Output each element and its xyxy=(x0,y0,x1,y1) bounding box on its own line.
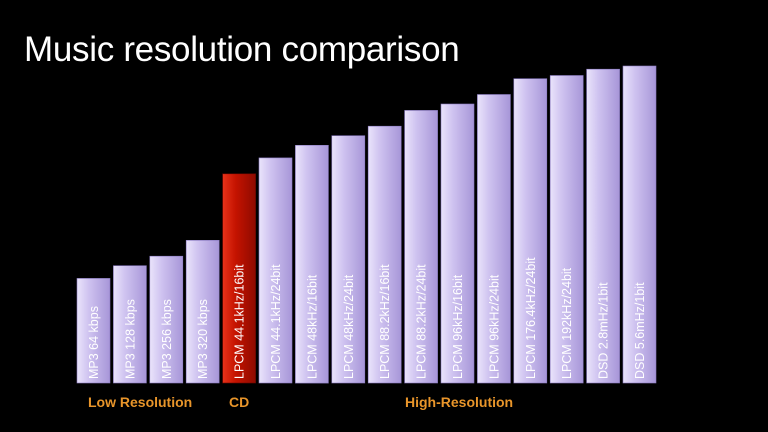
bar-label: LPCM 48kHz/24bit xyxy=(342,274,356,379)
bar-lpcm-44-1khz-16bit xyxy=(222,173,256,384)
group-label-high-resolution: High-Resolution xyxy=(405,394,514,410)
group-label-low-resolution: Low Resolution xyxy=(88,394,193,410)
bar-lpcm-96khz-24bit xyxy=(477,94,511,384)
bar-label: DSD 2.8mHz/1bit xyxy=(597,282,611,379)
bar-label: MP3 320 kbps xyxy=(196,299,210,379)
bar-label: LPCM 88.2kHz/16bit xyxy=(378,264,392,379)
bar-label: LPCM 48kHz/16bit xyxy=(305,274,319,379)
bar-mp3-320-kbps xyxy=(185,240,220,384)
bar-dsd-5-6mhz-1bit xyxy=(622,65,657,384)
bar-label: LPCM 96kHz/16bit xyxy=(451,274,465,379)
bar-lpcm-48khz-24bit xyxy=(331,135,366,384)
bar-label: LPCM 192kHz/24bit xyxy=(560,267,574,379)
bar-label: LPCM 44.1kHz/16bit xyxy=(233,264,247,379)
bar-label: LPCM 96kHz/24bit xyxy=(487,274,501,379)
bar-label: MP3 64 kbps xyxy=(87,306,101,379)
bar-label: DSD 5.6mHz/1bit xyxy=(633,282,647,379)
bar-label: LPCM 44.1kHz/24bit xyxy=(269,264,283,379)
bar-label: MP3 256 kbps xyxy=(160,299,174,379)
bar-lpcm-96khz-16bit xyxy=(440,103,475,384)
bar-mp3-64-kbps xyxy=(76,278,111,384)
bar-lpcm-192khz-24bit xyxy=(549,75,584,384)
bar-dsd-2-8mhz-1bit xyxy=(586,68,620,384)
bar-lpcm-88-2khz-16bit xyxy=(367,125,402,384)
bar-label: LPCM 88.2kHz/24bit xyxy=(415,264,429,379)
bar-label: MP3 128 kbps xyxy=(123,299,137,379)
bar-lpcm-176-4khz-24bit xyxy=(513,78,548,384)
slide-title: Music resolution comparison xyxy=(24,30,460,69)
group-label-cd: CD xyxy=(229,394,250,410)
bar-lpcm-44-1khz-24bit xyxy=(258,157,293,384)
bar-label: LPCM 176.4kHz/24bit xyxy=(524,257,538,379)
bar-mp3-128-kbps xyxy=(113,265,147,384)
bar-mp3-256-kbps xyxy=(149,255,184,384)
bar-lpcm-88-2khz-24bit xyxy=(404,110,438,384)
bar-lpcm-48khz-16bit xyxy=(295,145,329,384)
